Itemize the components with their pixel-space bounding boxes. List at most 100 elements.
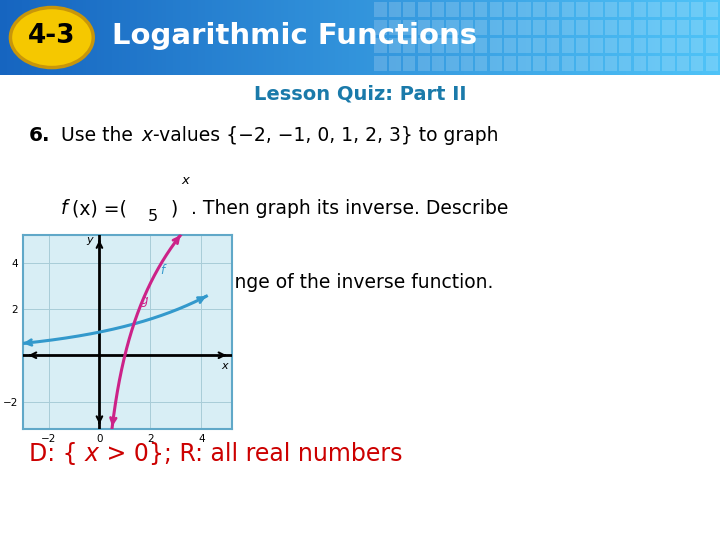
Bar bbox=[605, 38, 617, 53]
Bar bbox=[533, 21, 545, 35]
Bar bbox=[277, 0, 281, 75]
Bar bbox=[648, 38, 660, 53]
Bar bbox=[54, 0, 58, 75]
Bar bbox=[662, 2, 675, 17]
Bar bbox=[436, 0, 439, 75]
Text: Holt Mc.Dougal Algebra 2: Holt Mc.Dougal Algebra 2 bbox=[14, 513, 194, 526]
Bar bbox=[382, 0, 385, 75]
Bar bbox=[400, 0, 403, 75]
Bar bbox=[83, 0, 86, 75]
Bar bbox=[515, 0, 518, 75]
Bar bbox=[446, 38, 459, 53]
Bar bbox=[180, 0, 184, 75]
Bar bbox=[547, 2, 559, 17]
Bar bbox=[18, 0, 22, 75]
Bar bbox=[490, 21, 502, 35]
Bar bbox=[418, 38, 430, 53]
Bar bbox=[518, 2, 531, 17]
Bar bbox=[526, 0, 529, 75]
Bar bbox=[558, 0, 562, 75]
Bar bbox=[490, 38, 502, 53]
Bar bbox=[547, 38, 559, 53]
Bar bbox=[79, 0, 83, 75]
Bar bbox=[349, 0, 353, 75]
Bar bbox=[637, 0, 641, 75]
Bar bbox=[634, 38, 646, 53]
Bar bbox=[36, 0, 40, 75]
Bar bbox=[583, 0, 587, 75]
Bar bbox=[119, 0, 122, 75]
Bar bbox=[407, 0, 410, 75]
Bar bbox=[518, 56, 531, 71]
Bar bbox=[374, 56, 387, 71]
Bar bbox=[302, 0, 306, 75]
Bar bbox=[605, 2, 617, 17]
Bar bbox=[403, 21, 415, 35]
Bar bbox=[601, 0, 605, 75]
Bar bbox=[374, 2, 387, 17]
Bar bbox=[659, 0, 662, 75]
Bar bbox=[263, 0, 266, 75]
Bar bbox=[256, 0, 259, 75]
Bar bbox=[443, 0, 446, 75]
Bar bbox=[518, 21, 531, 35]
Bar bbox=[619, 0, 623, 75]
Bar bbox=[644, 0, 648, 75]
Bar bbox=[619, 56, 631, 71]
Bar bbox=[634, 21, 646, 35]
Bar bbox=[245, 0, 248, 75]
Bar bbox=[533, 38, 545, 53]
Bar bbox=[371, 0, 374, 75]
Bar bbox=[389, 0, 392, 75]
Text: Lesson Quiz: Part II: Lesson Quiz: Part II bbox=[253, 85, 467, 104]
Ellipse shape bbox=[10, 8, 94, 68]
Bar bbox=[126, 0, 130, 75]
Bar bbox=[533, 0, 536, 75]
Bar bbox=[220, 0, 223, 75]
Bar bbox=[50, 0, 54, 75]
Bar bbox=[428, 0, 432, 75]
Bar bbox=[461, 2, 473, 17]
Bar bbox=[475, 21, 487, 35]
Bar bbox=[475, 38, 487, 53]
Bar bbox=[576, 56, 588, 71]
Bar bbox=[353, 0, 356, 75]
Bar bbox=[0, 0, 4, 75]
Bar bbox=[468, 0, 472, 75]
Bar bbox=[389, 38, 401, 53]
Bar bbox=[40, 0, 43, 75]
Text: 5: 5 bbox=[148, 209, 158, 224]
Bar bbox=[508, 0, 511, 75]
Bar bbox=[461, 0, 464, 75]
Bar bbox=[421, 0, 425, 75]
Bar bbox=[554, 0, 558, 75]
Bar bbox=[490, 2, 502, 17]
Bar bbox=[140, 0, 144, 75]
Bar bbox=[565, 0, 569, 75]
Bar bbox=[360, 0, 364, 75]
Bar bbox=[619, 38, 631, 53]
Bar bbox=[706, 2, 718, 17]
Bar bbox=[112, 0, 115, 75]
Bar bbox=[414, 0, 418, 75]
Bar bbox=[324, 0, 328, 75]
Bar bbox=[522, 0, 526, 75]
Bar bbox=[482, 0, 486, 75]
Bar bbox=[202, 0, 205, 75]
Text: Copyright © by Holt Mc Dougal. All Rights Reserved.: Copyright © by Holt Mc Dougal. All Right… bbox=[431, 515, 706, 525]
Bar bbox=[115, 0, 119, 75]
Bar bbox=[500, 0, 504, 75]
Bar bbox=[533, 2, 545, 17]
Bar bbox=[65, 0, 68, 75]
Bar bbox=[234, 0, 238, 75]
Bar bbox=[144, 0, 148, 75]
Bar bbox=[479, 0, 482, 75]
Bar bbox=[634, 0, 637, 75]
Text: Logarithmic Functions: Logarithmic Functions bbox=[112, 22, 477, 50]
Bar bbox=[223, 0, 227, 75]
Bar bbox=[259, 0, 263, 75]
Bar bbox=[504, 2, 516, 17]
Bar bbox=[194, 0, 198, 75]
Bar bbox=[706, 21, 718, 35]
Bar bbox=[133, 0, 137, 75]
